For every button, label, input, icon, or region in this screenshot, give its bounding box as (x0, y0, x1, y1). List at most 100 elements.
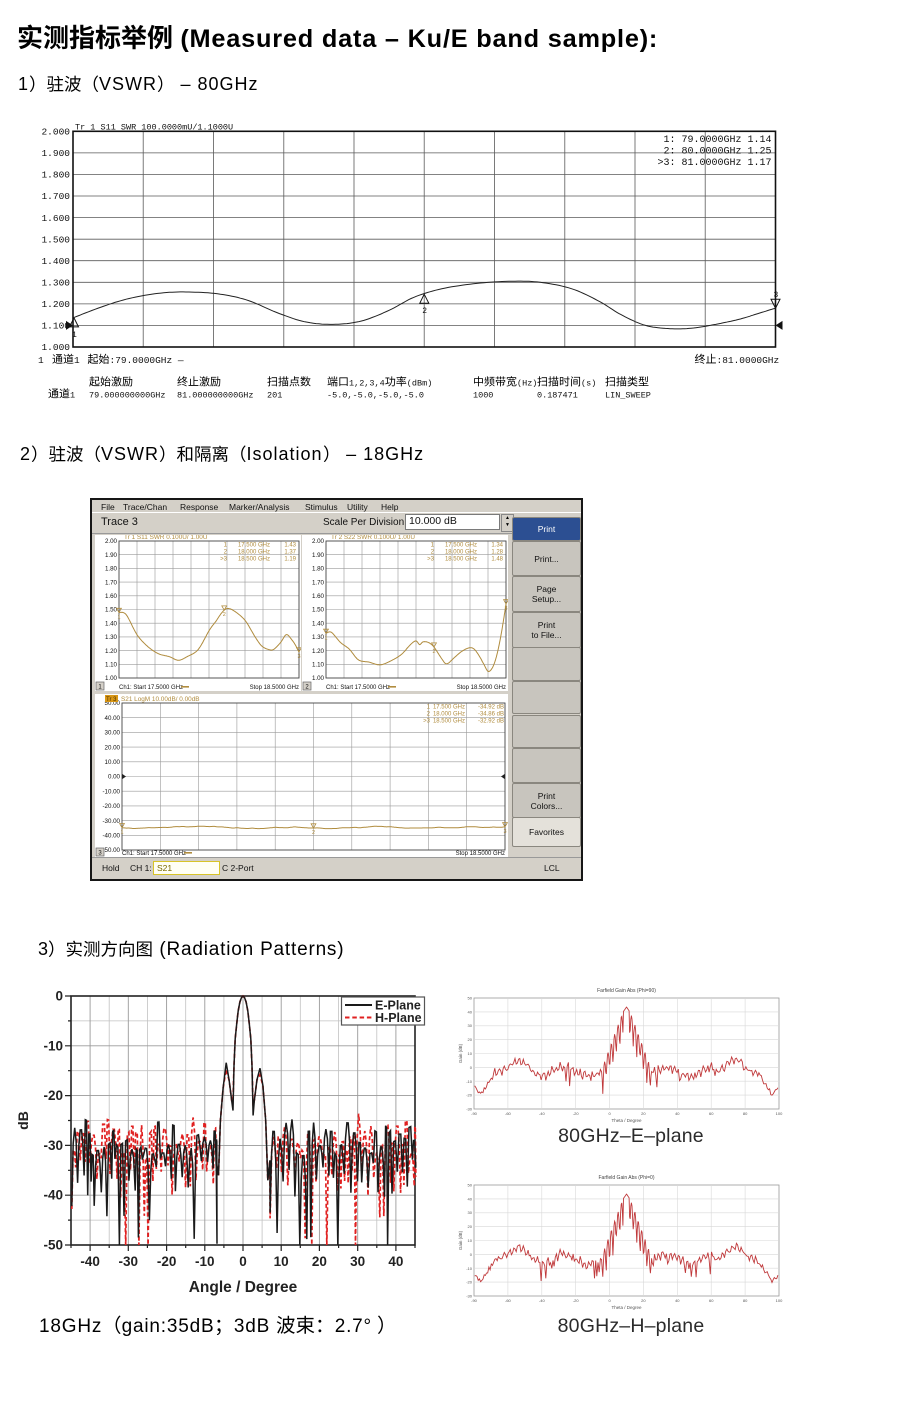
svg-text:Tr 1 S11 SWR 100.0000mU/1.100: Tr 1 S11 SWR 100.0000mU/1.1000U (75, 122, 233, 132)
svg-text:40: 40 (468, 1009, 473, 1014)
svg-text:1.10: 1.10 (105, 662, 118, 669)
svg-text:Tr 3: Tr 3 (106, 697, 117, 703)
svg-text:1: 1 (427, 705, 431, 711)
svg-text:1.000: 1.000 (41, 342, 70, 353)
svg-text:-60: -60 (505, 1111, 512, 1116)
svg-text:3: 3 (298, 654, 301, 660)
svg-text:>3: 81.0000GHz 1.17: >3: 81.0000GHz 1.17 (657, 158, 771, 169)
svg-text:-10: -10 (43, 1038, 63, 1053)
svg-text:40.00: 40.00 (105, 715, 121, 722)
svg-text:1.10: 1.10 (312, 662, 325, 669)
svg-text:1.20: 1.20 (312, 648, 325, 655)
svg-text:-60: -60 (505, 1298, 512, 1303)
svg-text:>3: >3 (423, 719, 431, 725)
svg-text:20: 20 (641, 1298, 646, 1303)
svg-text:40: 40 (468, 1196, 473, 1201)
svg-text:-50: -50 (43, 1238, 63, 1253)
svg-text:-30: -30 (119, 1254, 139, 1269)
svg-text:-20: -20 (573, 1111, 580, 1116)
svg-text:-30: -30 (43, 1138, 63, 1153)
svg-text:0.00: 0.00 (108, 774, 121, 781)
svg-text:1: 1 (431, 543, 435, 549)
svg-text:2: 2 (433, 649, 436, 655)
svg-text:1.19: 1.19 (284, 557, 296, 563)
svg-text:0: 0 (608, 1111, 611, 1116)
svg-text:2: 2 (427, 712, 431, 718)
svg-text:Stop 18.5000 GHz: Stop 18.5000 GHz (250, 685, 299, 691)
svg-text:-34.86 dB: -34.86 dB (478, 712, 504, 718)
svg-text:1: 1 (70, 391, 75, 401)
svg-text:Stop 18.5000 GHz: Stop 18.5000 GHz (457, 685, 506, 691)
svg-text:2.00: 2.00 (105, 538, 118, 545)
svg-text:-30: -30 (466, 1294, 473, 1299)
svg-text:1.30: 1.30 (105, 634, 118, 641)
svg-text:10: 10 (468, 1051, 473, 1056)
svg-text:Gain (dB): Gain (dB) (458, 1230, 463, 1250)
svg-text:1.900: 1.900 (41, 148, 70, 159)
svg-text:LIN_SWEEP: LIN_SWEEP (605, 391, 651, 401)
svg-text:1: 1 (325, 635, 328, 641)
svg-text:30: 30 (468, 1210, 473, 1215)
svg-text:Tr 2 S22 SWR 0.100U/ 1.00U: Tr 2 S22 SWR 0.100U/ 1.00U (331, 535, 415, 541)
svg-text:10: 10 (468, 1238, 473, 1243)
svg-text:>3: >3 (427, 557, 435, 563)
svg-text:1000: 1000 (473, 391, 493, 401)
svg-text:1.800: 1.800 (41, 170, 70, 181)
svg-text:1: 1 (72, 331, 77, 340)
svg-text:-20: -20 (157, 1254, 177, 1269)
svg-text:0: 0 (239, 1254, 247, 1269)
svg-text:Farfield Gain Abs (Phi=0): Farfield Gain Abs (Phi=0) (599, 1175, 655, 1181)
svg-text:>3: >3 (220, 557, 228, 563)
svg-text:1.43: 1.43 (284, 543, 296, 549)
svg-text:81.000000000GHz: 81.000000000GHz (177, 391, 254, 401)
svg-text:1.90: 1.90 (312, 552, 325, 559)
svg-text:2: 2 (305, 684, 309, 690)
svg-text:3: 3 (774, 291, 779, 300)
svg-text:E-Plane: E-Plane (375, 999, 421, 1013)
svg-text:17.500 GHz: 17.500 GHz (238, 543, 270, 549)
svg-text:-32.92 dB: -32.92 dB (478, 719, 504, 725)
svg-text:-40: -40 (539, 1111, 546, 1116)
svg-text:1: 1 (74, 355, 80, 366)
svg-text:-30: -30 (466, 1107, 473, 1112)
svg-text:Gain (dB): Gain (dB) (458, 1043, 463, 1063)
svg-text:Angle / Degree: Angle / Degree (189, 1279, 298, 1296)
svg-text:20: 20 (468, 1037, 473, 1042)
svg-text:1.60: 1.60 (105, 593, 118, 600)
svg-text:2: 2 (422, 307, 427, 316)
svg-text:-20.00: -20.00 (102, 803, 120, 810)
svg-text:30.00: 30.00 (105, 730, 121, 737)
svg-text:10.00: 10.00 (105, 759, 121, 766)
svg-text:1.90: 1.90 (105, 552, 118, 559)
svg-text:Ch1: Start 17.5000 GHz: Ch1: Start 17.5000 GHz (326, 685, 390, 691)
svg-text:Ch1: Start 17.5000 GHz: Ch1: Start 17.5000 GHz (122, 851, 186, 857)
svg-text:-40: -40 (539, 1298, 546, 1303)
svg-text:1.00: 1.00 (105, 675, 118, 682)
svg-text:1.100: 1.100 (41, 321, 70, 332)
svg-text:Stop 18.5000 GHz: Stop 18.5000 GHz (456, 851, 505, 857)
svg-text:30: 30 (468, 1023, 473, 1028)
svg-text:100: 100 (776, 1298, 783, 1303)
svg-text:1.34: 1.34 (491, 543, 503, 549)
svg-text:1.00: 1.00 (312, 675, 325, 682)
svg-text:-40.00: -40.00 (102, 833, 120, 840)
svg-text:40: 40 (675, 1298, 680, 1303)
svg-text:18.000 GHz: 18.000 GHz (433, 712, 465, 718)
svg-text:60: 60 (709, 1111, 714, 1116)
svg-text:(Hz): (Hz) (517, 379, 537, 389)
svg-text:Farfield Gain Abs (Phi=90): Farfield Gain Abs (Phi=90) (597, 988, 656, 994)
svg-text:50: 50 (468, 996, 473, 1001)
svg-text:1: 1 (224, 543, 228, 549)
svg-text:dB: dB (15, 1111, 31, 1130)
svg-text:40: 40 (675, 1111, 680, 1116)
svg-text:17.500 GHz: 17.500 GHz (433, 705, 465, 711)
svg-text:Theta / Degree: Theta / Degree (611, 1118, 642, 1123)
svg-text:-50.00: -50.00 (102, 847, 120, 854)
svg-text:1.30: 1.30 (312, 634, 325, 641)
svg-text:-10: -10 (466, 1079, 473, 1084)
svg-text:18.500 GHz: 18.500 GHz (238, 557, 270, 563)
svg-text:-20: -20 (43, 1088, 63, 1103)
svg-text:1,2,3,4: 1,2,3,4 (349, 379, 385, 389)
svg-text:1.60: 1.60 (312, 593, 325, 600)
svg-text:60: 60 (709, 1298, 714, 1303)
